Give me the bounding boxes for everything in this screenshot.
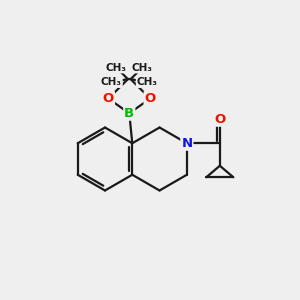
Text: O: O	[214, 113, 226, 126]
Text: O: O	[103, 92, 114, 105]
Text: O: O	[145, 92, 156, 105]
Text: CH₃: CH₃	[132, 63, 153, 73]
Text: CH₃: CH₃	[106, 63, 127, 73]
Text: CH₃: CH₃	[137, 77, 158, 87]
Text: CH₃: CH₃	[101, 77, 122, 87]
Text: B: B	[124, 107, 134, 120]
Text: N: N	[181, 137, 192, 150]
